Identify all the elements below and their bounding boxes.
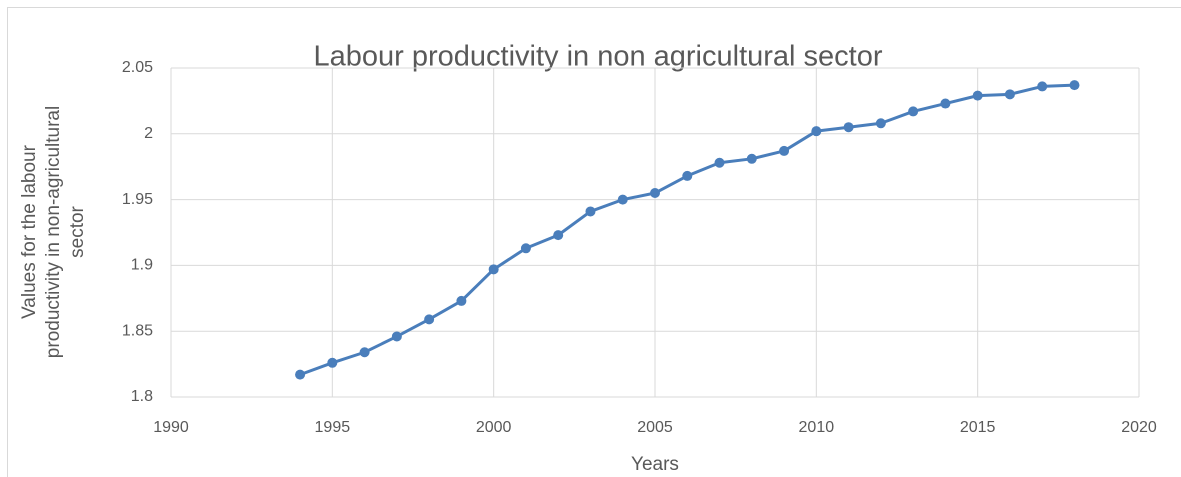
data-point	[1037, 81, 1048, 92]
y-tick-label: 1.85	[122, 322, 153, 339]
data-point	[585, 206, 596, 217]
data-point	[327, 357, 338, 368]
x-tick-label: 1990	[153, 419, 189, 436]
data-point	[359, 347, 370, 358]
data-point	[940, 98, 951, 109]
data-point	[1069, 80, 1080, 91]
data-point	[488, 264, 499, 275]
data-point	[875, 118, 886, 129]
data-point	[811, 126, 822, 137]
data-point	[391, 331, 402, 342]
y-axis-title: sector	[67, 205, 88, 257]
data-point	[714, 157, 725, 168]
chart-border	[7, 7, 1181, 477]
data-point	[424, 314, 435, 325]
y-axis-title: productivity in non-agricultural	[43, 106, 64, 358]
data-point	[456, 295, 467, 306]
data-point	[682, 170, 693, 181]
data-point	[908, 106, 919, 117]
x-tick-label: 2005	[637, 419, 673, 436]
x-tick-label: 1995	[315, 419, 351, 436]
y-tick-label: 2	[144, 125, 153, 142]
data-point	[553, 230, 564, 241]
y-axis-title: Values for the labour	[19, 144, 40, 319]
y-tick-label: 1.8	[131, 388, 153, 405]
x-tick-label: 2000	[476, 419, 512, 436]
data-point	[520, 243, 531, 254]
data-point	[843, 122, 854, 133]
y-tick-label: 2.05	[122, 59, 153, 76]
data-point	[295, 369, 306, 380]
data-point	[617, 194, 628, 205]
chart-title: Labour productivity in non agricultural …	[313, 41, 882, 73]
data-point	[1004, 89, 1015, 100]
data-point	[972, 90, 983, 101]
y-tick-label: 1.95	[122, 191, 153, 208]
data-point	[746, 153, 757, 164]
x-tick-label: 2020	[1121, 419, 1157, 436]
x-tick-label: 2015	[960, 419, 996, 436]
data-point	[650, 188, 660, 199]
y-tick-label: 1.9	[131, 257, 153, 274]
x-axis-title: Years	[631, 454, 679, 475]
x-tick-label: 2010	[799, 419, 835, 436]
data-point	[779, 145, 790, 156]
